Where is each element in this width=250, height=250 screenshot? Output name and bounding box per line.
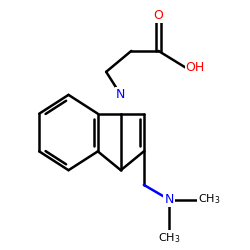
Text: OH: OH bbox=[186, 61, 205, 74]
Text: N: N bbox=[116, 88, 126, 101]
Text: CH$_3$: CH$_3$ bbox=[198, 192, 221, 206]
Text: O: O bbox=[154, 8, 164, 22]
Text: N: N bbox=[164, 193, 174, 206]
Text: CH$_3$: CH$_3$ bbox=[158, 231, 180, 245]
